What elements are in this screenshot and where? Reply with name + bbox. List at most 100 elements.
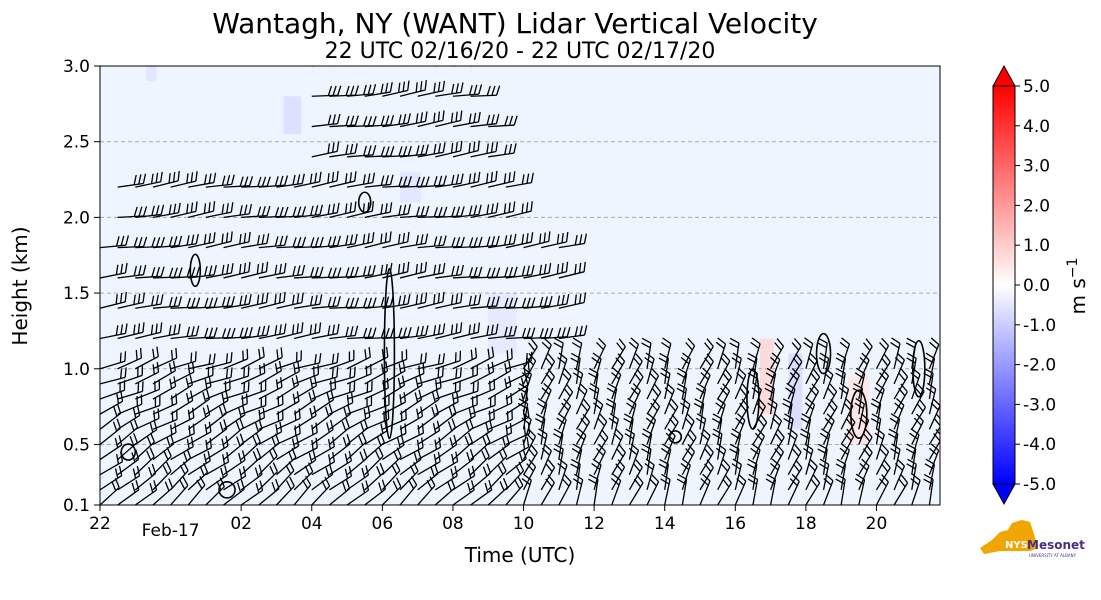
wind-barb (311, 378, 337, 400)
wind-barb-feather (367, 327, 372, 338)
wind-barb-feather (372, 172, 376, 183)
wind-barb-feather (221, 204, 225, 215)
wind-barb-feather (279, 324, 282, 335)
wind-barb-feather (617, 353, 626, 362)
wind-barb-feather (309, 295, 314, 306)
wind-barb-feather (528, 353, 537, 362)
wind-barb-feather (467, 482, 471, 493)
wind-barb-feather (133, 294, 136, 305)
wind-barb (329, 366, 356, 385)
wind-barb-feather (397, 377, 402, 388)
wind-barb-feather (402, 262, 405, 273)
wind-barb-feather (777, 429, 785, 438)
wind-barb (928, 337, 940, 369)
wind-barb-feather (168, 325, 172, 336)
wind-barb (223, 381, 250, 400)
wind-barb-feather (372, 327, 377, 338)
wind-barb-feather (155, 323, 158, 334)
wind-barb-feather (415, 263, 418, 275)
wind-barb-feather (881, 368, 889, 377)
wind-barb (134, 480, 158, 505)
wind-barb-feather (566, 326, 571, 337)
wind-barb-feather (331, 171, 335, 183)
wind-barb-feather (526, 173, 530, 184)
wind-barb (223, 203, 253, 219)
wind-barb (311, 235, 341, 249)
wind-barb-feather (208, 265, 213, 276)
wind-barb-feather (468, 408, 472, 419)
wind-barb-feather (819, 432, 829, 440)
wind-barb-feather (450, 294, 454, 305)
wind-barb-feather (327, 114, 332, 125)
wind-barb-feather (491, 346, 495, 357)
wind-barb-feather (795, 459, 803, 469)
wind-barb-feather (393, 450, 399, 461)
wind-barb-feather (166, 461, 172, 472)
wind-barb-feather (524, 375, 529, 386)
wind-barb (470, 170, 498, 188)
wind-barb (346, 347, 371, 370)
wind-barb (541, 231, 569, 249)
wind-barb-feather (574, 326, 579, 337)
wind-barb (135, 294, 164, 309)
wind-barb (611, 444, 626, 476)
wind-barb-feather (363, 448, 368, 459)
wind-barb-feather (468, 267, 474, 278)
wind-barb-feather (118, 435, 123, 446)
wind-barb-feather (248, 294, 252, 305)
wind-barb-feather (503, 203, 507, 214)
wind-barb-feather (226, 263, 230, 275)
wind-barb-feather (521, 327, 527, 338)
wind-barb (346, 448, 368, 476)
wind-barb-feather (651, 387, 659, 397)
wind-barb-feather (173, 296, 178, 307)
wind-barb-feather (186, 235, 190, 246)
wind-barb-feather (526, 265, 530, 276)
wind-barb (170, 266, 201, 279)
wind-barb (488, 233, 517, 249)
wind-barb (875, 353, 891, 385)
wind-barb-feather (419, 375, 423, 386)
wind-barb-feather (420, 234, 424, 245)
wind-barb (522, 444, 538, 476)
wind-barb-feather (331, 142, 335, 153)
wind-barb (205, 352, 233, 370)
wind-barb-feather (433, 176, 438, 187)
plot-frame (99, 65, 941, 506)
wind-barb (329, 349, 355, 370)
wind-barb-feather (526, 407, 530, 418)
wind-barb-feather (906, 357, 916, 364)
wind-barb (470, 85, 501, 97)
wind-barb-feather (459, 140, 463, 151)
wind-barb (275, 476, 295, 505)
wind-barb-feather (624, 432, 634, 440)
wind-barb (839, 443, 850, 475)
wind-barb-feather (244, 327, 249, 338)
wind-barb-feather (437, 324, 441, 335)
wind-barb-feather (561, 402, 569, 411)
wind-barb-feather (420, 262, 423, 273)
x-tick-label: 12 (583, 514, 605, 534)
wind-barb-feather (142, 292, 145, 303)
wind-barb-feather (870, 417, 881, 424)
wind-barb (417, 110, 445, 128)
wind-barb-feather (717, 337, 726, 345)
wind-barb (364, 327, 395, 340)
wind-barb (134, 432, 156, 461)
wind-barb-feather (422, 363, 425, 374)
wind-barb-feather (459, 322, 463, 333)
wind-barb-feather (438, 175, 443, 186)
wind-barb (240, 395, 267, 415)
wind-barb (188, 172, 217, 188)
wind-barb-feather (557, 462, 566, 471)
wind-barb (470, 346, 495, 370)
wind-barb-feather (236, 482, 242, 493)
wind-barb-feather (875, 382, 885, 390)
wind-barb-feather (166, 436, 171, 447)
wind-barb-feather (578, 293, 582, 304)
wind-barb (240, 419, 263, 445)
wind-barb-feather (385, 115, 390, 126)
wind-barb-feather (368, 347, 371, 358)
wind-barb-feather (350, 115, 355, 126)
wind-barb-feather (131, 452, 136, 463)
